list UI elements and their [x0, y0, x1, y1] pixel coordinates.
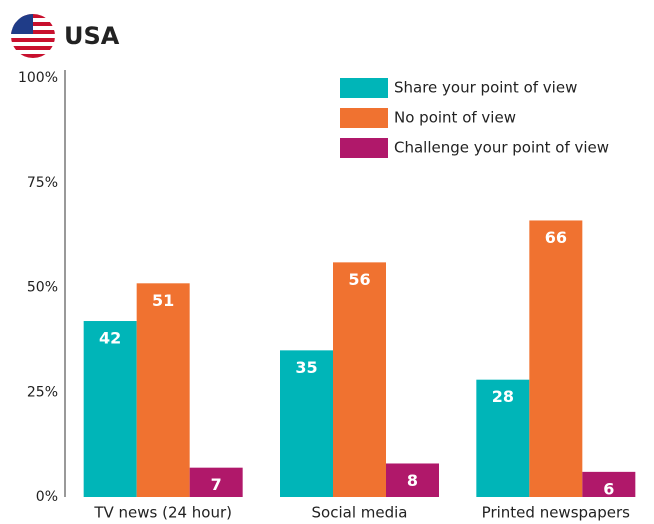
bar: [529, 220, 583, 497]
bar: [386, 463, 439, 497]
data-label: 28: [492, 387, 514, 406]
bar: [280, 350, 333, 497]
bar: [476, 379, 530, 497]
data-label: 6: [603, 479, 614, 498]
data-label: 42: [99, 329, 121, 348]
bar: [333, 262, 386, 497]
x-tick-label: Social media: [312, 504, 408, 522]
data-label: 66: [545, 228, 567, 247]
legend-swatch: [340, 108, 388, 128]
legend-swatch: [340, 138, 388, 158]
bar: [582, 471, 636, 497]
y-tick-label: 25%: [27, 384, 58, 400]
data-label: 56: [348, 270, 370, 289]
y-tick-label: 50%: [27, 280, 58, 296]
legend-label: No point of view: [394, 109, 516, 127]
bar: [189, 467, 243, 497]
legend-label: Share your point of view: [394, 79, 577, 97]
data-label: 8: [407, 471, 418, 490]
bar: [136, 283, 190, 497]
data-label: 7: [211, 475, 222, 494]
bar: [83, 321, 137, 497]
x-tick-label: TV news (24 hour): [93, 504, 232, 522]
data-label: 35: [295, 358, 317, 377]
legend-swatch: [340, 78, 388, 98]
legend-label: Challenge your point of view: [394, 139, 609, 157]
y-tick-label: 75%: [27, 175, 58, 191]
x-tick-label: Printed newspapers: [482, 504, 630, 522]
data-label: 51: [152, 291, 174, 310]
chart-title: USA: [64, 22, 120, 50]
flag-icon: [11, 14, 55, 58]
y-tick-label: 0%: [36, 489, 58, 505]
y-tick-label: 100%: [18, 70, 58, 86]
